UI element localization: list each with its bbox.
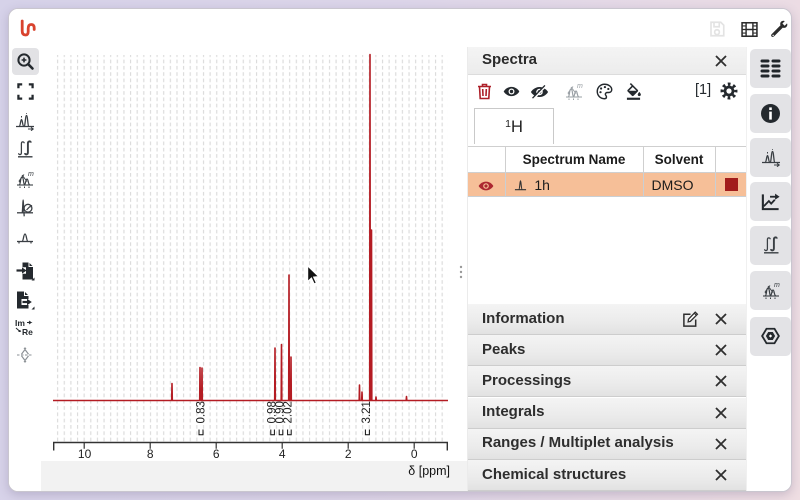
svg-text:3.21: 3.21 — [361, 401, 373, 423]
svg-text:m: m — [28, 171, 34, 178]
svg-text:2: 2 — [345, 447, 352, 461]
svg-text:0.83: 0.83 — [196, 401, 208, 423]
svg-text:Re: Re — [22, 327, 33, 337]
svg-text:8: 8 — [147, 447, 154, 461]
svg-text:0.90: 0.90 — [275, 401, 287, 423]
svg-text:0.98: 0.98 — [267, 401, 279, 423]
svg-text:6: 6 — [213, 447, 220, 461]
svg-text:10: 10 — [78, 447, 92, 461]
svg-text:m: m — [774, 282, 780, 289]
svg-text:m: m — [577, 83, 583, 90]
svg-text:2.02: 2.02 — [283, 401, 295, 423]
svg-text:4: 4 — [279, 447, 286, 461]
svg-text:0: 0 — [411, 447, 418, 461]
svg-text:Im: Im — [15, 318, 25, 328]
